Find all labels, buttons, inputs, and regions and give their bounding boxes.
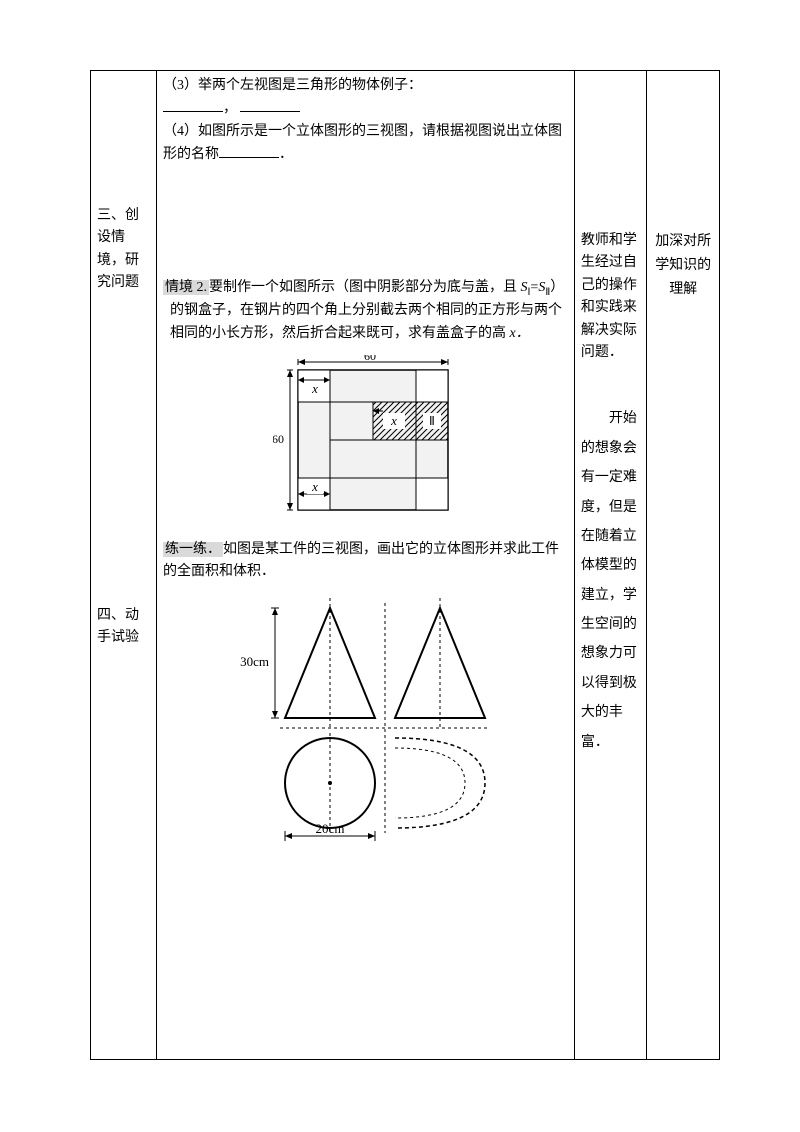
svg-text:x: x	[311, 479, 318, 494]
teacher-activity-column: 教师和学生经过自己的操作和实践来解决实际问题． 开始的想象会有一定难度，但是在随…	[574, 71, 647, 1060]
svg-text:x: x	[390, 413, 397, 428]
blank-2	[240, 97, 300, 112]
scenario-label: 情境 2.	[163, 280, 209, 295]
practice-label: 练一练．	[163, 542, 223, 557]
section4-label: 四、动手试验	[97, 605, 150, 650]
svg-text:30cm: 30cm	[241, 654, 270, 669]
svg-text:60: 60	[273, 432, 284, 446]
svg-text:20cm: 20cm	[316, 821, 345, 836]
content-column: （3）举两个左视图是三角形的物体例子： ， （4）如图所示是一个立体图形的三视图…	[156, 71, 574, 1060]
scenario-2: 情境 2.要制作一个如图所示（图中阴影部分为底与盖，且 SⅠ=SⅡ）的钢盒子，在…	[163, 277, 568, 346]
figure-three-views: 30cm 20cm	[163, 593, 568, 851]
practice-problem: 练一练．如图是某工件的三视图，画出它的立体图形并求此工件的全面积和体积．	[163, 539, 568, 584]
stage-column: 三、创设情境，研究问题 四、动手试验	[91, 71, 157, 1060]
figure-box-net: 60 60	[163, 355, 568, 528]
question-3: （3）举两个左视图是三角形的物体例子： ，	[163, 75, 568, 121]
purpose-text: 加深对所学知识的理解	[653, 230, 713, 301]
purpose-column: 加深对所学知识的理解	[647, 71, 720, 1060]
question-4: （4）如图所示是一个立体图形的三视图，请根据视图说出立体图形的名称．	[163, 121, 568, 167]
lesson-plan-table: 三、创设情境，研究问题 四、动手试验 （3）举两个左视图是三角形的物体例子： ，…	[90, 70, 720, 1060]
blank-3	[219, 143, 279, 158]
section3-label: 三、创设情境，研究问题	[97, 205, 150, 295]
svg-text:60: 60	[364, 355, 376, 363]
teacher-note-1: 教师和学生经过自己的操作和实践来解决实际问题．	[581, 230, 641, 364]
svg-text:Ⅱ: Ⅱ	[429, 414, 435, 428]
blank-1	[163, 97, 223, 112]
svg-text:x: x	[311, 381, 318, 396]
teacher-note-2: 开始的想象会有一定难度，但是在随着立体模型的建立，学生空间的想象力可以得到极大的…	[581, 404, 641, 757]
